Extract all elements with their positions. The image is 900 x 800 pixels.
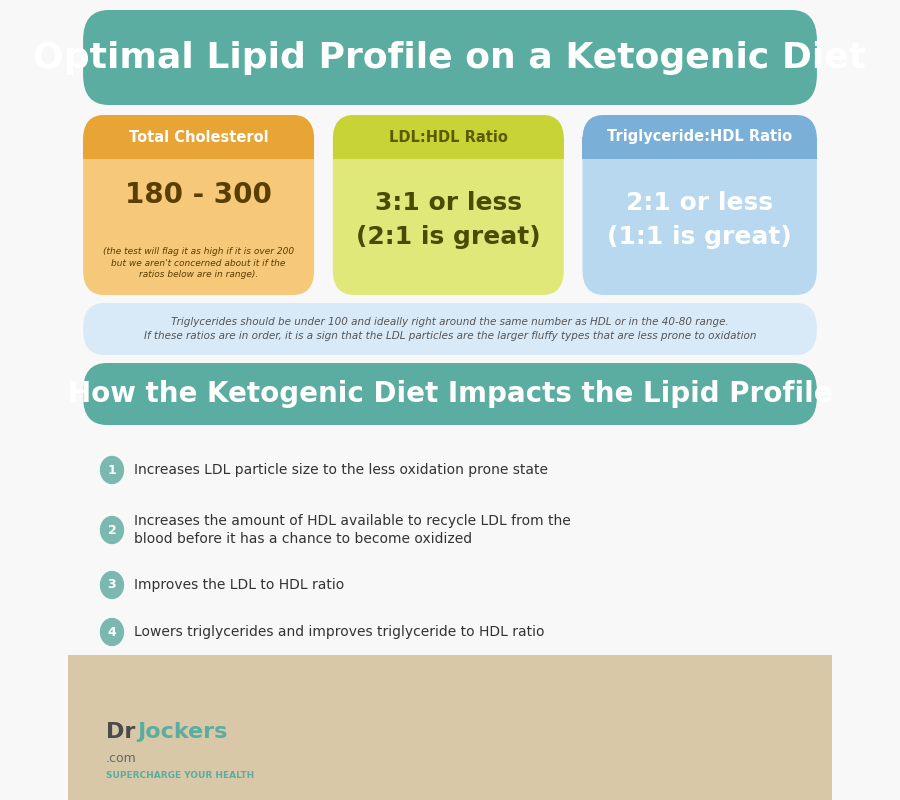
Circle shape <box>101 618 123 646</box>
Text: LDL:HDL Ratio: LDL:HDL Ratio <box>389 130 508 145</box>
Text: .com: .com <box>106 751 137 765</box>
FancyBboxPatch shape <box>582 115 817 295</box>
Bar <box>582 137 817 159</box>
FancyBboxPatch shape <box>333 115 563 159</box>
FancyBboxPatch shape <box>83 115 314 159</box>
Bar <box>333 137 563 159</box>
Circle shape <box>101 571 123 598</box>
Text: Optimal Lipid Profile on a Ketogenic Diet: Optimal Lipid Profile on a Ketogenic Die… <box>33 41 867 75</box>
Text: Total Cholesterol: Total Cholesterol <box>129 130 268 145</box>
Bar <box>83 137 314 159</box>
FancyBboxPatch shape <box>83 363 817 425</box>
FancyBboxPatch shape <box>582 115 817 159</box>
Text: 2:1 or less
(1:1 is great): 2:1 or less (1:1 is great) <box>608 191 792 249</box>
Text: Triglyceride:HDL Ratio: Triglyceride:HDL Ratio <box>608 130 792 145</box>
Text: (the test will flag it as high if it is over 200
but we aren't concerned about i: (the test will flag it as high if it is … <box>103 246 294 279</box>
Text: 1: 1 <box>108 463 116 477</box>
Text: 180 - 300: 180 - 300 <box>125 181 272 209</box>
Text: Improves the LDL to HDL ratio: Improves the LDL to HDL ratio <box>134 578 345 592</box>
FancyBboxPatch shape <box>83 115 314 295</box>
Text: Increases LDL particle size to the less oxidation prone state: Increases LDL particle size to the less … <box>134 463 548 477</box>
Text: Triglycerides should be under 100 and ideally right around the same number as HD: Triglycerides should be under 100 and id… <box>144 317 756 342</box>
Circle shape <box>101 457 123 483</box>
Text: 2: 2 <box>108 523 116 537</box>
Text: 3: 3 <box>108 578 116 591</box>
FancyBboxPatch shape <box>83 10 817 105</box>
Text: Dr: Dr <box>106 722 135 742</box>
Text: Lowers triglycerides and improves triglyceride to HDL ratio: Lowers triglycerides and improves trigly… <box>134 625 544 639</box>
Text: 3:1 or less
(2:1 is great): 3:1 or less (2:1 is great) <box>356 191 541 249</box>
FancyBboxPatch shape <box>333 115 563 295</box>
Text: 4: 4 <box>108 626 116 638</box>
Bar <box>68 655 833 800</box>
Text: Jockers: Jockers <box>138 722 228 742</box>
Text: Increases the amount of HDL available to recycle LDL from the
blood before it ha: Increases the amount of HDL available to… <box>134 514 571 546</box>
FancyBboxPatch shape <box>83 303 817 355</box>
Text: SUPERCHARGE YOUR HEALTH: SUPERCHARGE YOUR HEALTH <box>106 770 255 779</box>
Circle shape <box>101 517 123 543</box>
Text: How the Ketogenic Diet Impacts the Lipid Profile: How the Ketogenic Diet Impacts the Lipid… <box>68 380 833 408</box>
